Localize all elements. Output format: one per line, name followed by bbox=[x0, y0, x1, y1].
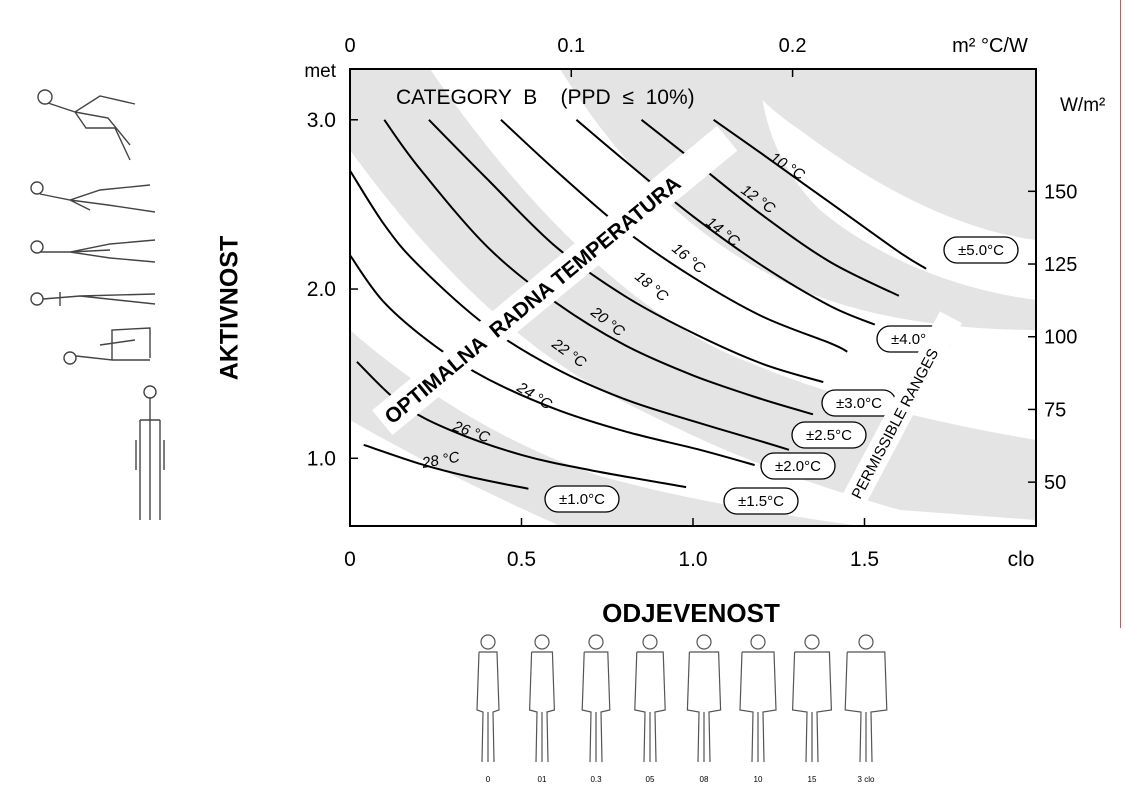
clothing-figures: 0 01 0.3 05 08 10 15 3 clo bbox=[476, 634, 888, 784]
y-tick-label: 3.0 bbox=[307, 109, 336, 132]
isotherm-line-4 bbox=[349, 170, 790, 451]
figure-body-icon bbox=[739, 651, 777, 763]
figure-body-icon bbox=[844, 651, 888, 763]
permissible-label-background bbox=[841, 311, 962, 509]
right-tick-label: 75 bbox=[1044, 399, 1066, 421]
clothing-value-label: 0.3 bbox=[590, 775, 602, 784]
x-tick-label: 0 bbox=[344, 548, 356, 571]
right-tick-label: 100 bbox=[1044, 327, 1077, 349]
range-badge-5: ±3.0°C bbox=[821, 389, 897, 417]
isotherm-line-1 bbox=[363, 443, 529, 490]
figure-body-icon bbox=[528, 651, 556, 763]
figure-body-icon bbox=[686, 651, 722, 763]
x-unit-label: clo bbox=[1008, 548, 1035, 571]
figure-body-icon bbox=[791, 651, 833, 763]
white-band bbox=[350, 150, 1036, 526]
sitting-person-icon bbox=[63, 327, 151, 365]
curve-label-28: 28 °C bbox=[420, 449, 461, 472]
figure-head-icon bbox=[804, 634, 820, 650]
range-badge-7: ±5.0°C bbox=[943, 236, 1019, 264]
reclining-person-icon bbox=[135, 385, 165, 520]
standing-person-icon bbox=[30, 292, 156, 306]
white-band bbox=[350, 420, 560, 526]
range-badge-2: ±1.5°C bbox=[723, 487, 799, 515]
clothing-figure-icon bbox=[739, 634, 777, 763]
y-axis-label: AKTIVNOST bbox=[215, 235, 244, 381]
optimal-banner-background bbox=[372, 125, 738, 435]
plot-area bbox=[349, 68, 1037, 527]
top-unit-label: m² °C/W bbox=[952, 35, 1028, 57]
y-unit-label: met bbox=[304, 61, 336, 82]
figure-head-icon bbox=[750, 634, 766, 650]
figure-head-icon bbox=[480, 634, 496, 650]
activity-figures bbox=[30, 89, 165, 520]
isotherm-line-3 bbox=[349, 254, 755, 467]
right-tick-label: 125 bbox=[1044, 254, 1077, 276]
figure-head-icon bbox=[642, 634, 658, 650]
clothing-value-label: 0 bbox=[486, 775, 491, 784]
shaded-band bbox=[350, 330, 860, 526]
clothing-value-label: 10 bbox=[754, 775, 763, 784]
range-badge-text: ±2.5°C bbox=[806, 427, 852, 444]
running-person-icon bbox=[37, 89, 136, 161]
clothing-value-label: 15 bbox=[808, 775, 817, 784]
isotherm-line-7 bbox=[500, 119, 848, 353]
y-tick-label: 1.0 bbox=[307, 447, 336, 470]
figure-body-icon bbox=[581, 651, 611, 763]
clothing-figure-icon bbox=[634, 634, 666, 763]
clothing-figure-icon bbox=[476, 634, 500, 763]
clothing-figure-icon bbox=[686, 634, 722, 763]
range-badge-text: ±2.0°C bbox=[775, 458, 821, 475]
clothing-value-label: 01 bbox=[538, 775, 547, 784]
walking-fast-person-icon bbox=[30, 181, 156, 213]
clothing-value-label: 05 bbox=[646, 775, 655, 784]
range-badge-text: ±3.0°C bbox=[836, 395, 882, 412]
walking-person-icon bbox=[30, 239, 156, 263]
x-tick-label: 1.0 bbox=[678, 548, 707, 571]
right-tick-label: 50 bbox=[1044, 472, 1066, 494]
axes-group: 0 0.5 1.0 1.5 clo 1.0 2.0 3.0 met 0 0.1 0.2 m² °C/W 5… bbox=[304, 35, 1105, 571]
isotherm-line-6 bbox=[428, 119, 824, 384]
range-badge-4: ±2.5°C bbox=[791, 421, 867, 449]
top-tick-label: 0.2 bbox=[779, 35, 807, 57]
chart-title: CATEGORY B (PPD ≤ 10%) bbox=[396, 86, 695, 109]
top-tick-label: 0 bbox=[344, 35, 355, 57]
range-badge-3: ±2.0°C bbox=[760, 452, 836, 480]
figure-head-icon bbox=[696, 634, 712, 650]
right-tick-label: 150 bbox=[1044, 181, 1077, 203]
figure-head-icon bbox=[858, 634, 874, 650]
right-unit-label: W/m² bbox=[1060, 95, 1105, 116]
range-badge-text: ±5.0°C bbox=[958, 242, 1004, 259]
clothing-value-label: 3 clo bbox=[858, 775, 875, 784]
page-edge-line bbox=[1120, 0, 1121, 628]
clothing-figure-icon bbox=[791, 634, 833, 763]
y-tick-label: 2.0 bbox=[307, 278, 336, 301]
figure-head-icon bbox=[534, 634, 550, 650]
x-tick-label: 1.5 bbox=[850, 548, 879, 571]
range-badge-text: ±1.5°C bbox=[738, 493, 784, 510]
figure-head-icon bbox=[588, 634, 604, 650]
isotherm-line-8 bbox=[575, 119, 876, 326]
isotherm-line-9 bbox=[640, 119, 900, 297]
clothing-figure-icon bbox=[844, 634, 888, 763]
figure-body-icon bbox=[634, 651, 666, 763]
x-axis-label: ODJEVENOST bbox=[602, 598, 780, 628]
range-badges: ±1.0°C ±1.5°C ±2.0°C ±2.5°C ±3.0°C ±4.0°… bbox=[544, 236, 1019, 515]
top-tick-label: 0.1 bbox=[557, 35, 585, 57]
range-badge-1: ±1.0°C bbox=[544, 485, 620, 513]
isotherm-line-5 bbox=[383, 119, 814, 416]
x-tick-label: 0.5 bbox=[507, 548, 536, 571]
shaded-band bbox=[560, 69, 1036, 330]
clothing-figure-icon bbox=[581, 634, 611, 763]
clothing-value-label: 08 bbox=[700, 775, 709, 784]
clothing-figure-icon bbox=[528, 634, 556, 763]
range-badge-text: ±1.0°C bbox=[559, 491, 605, 508]
isotherm-line-10 bbox=[713, 118, 927, 270]
figure-body-icon bbox=[476, 651, 500, 763]
